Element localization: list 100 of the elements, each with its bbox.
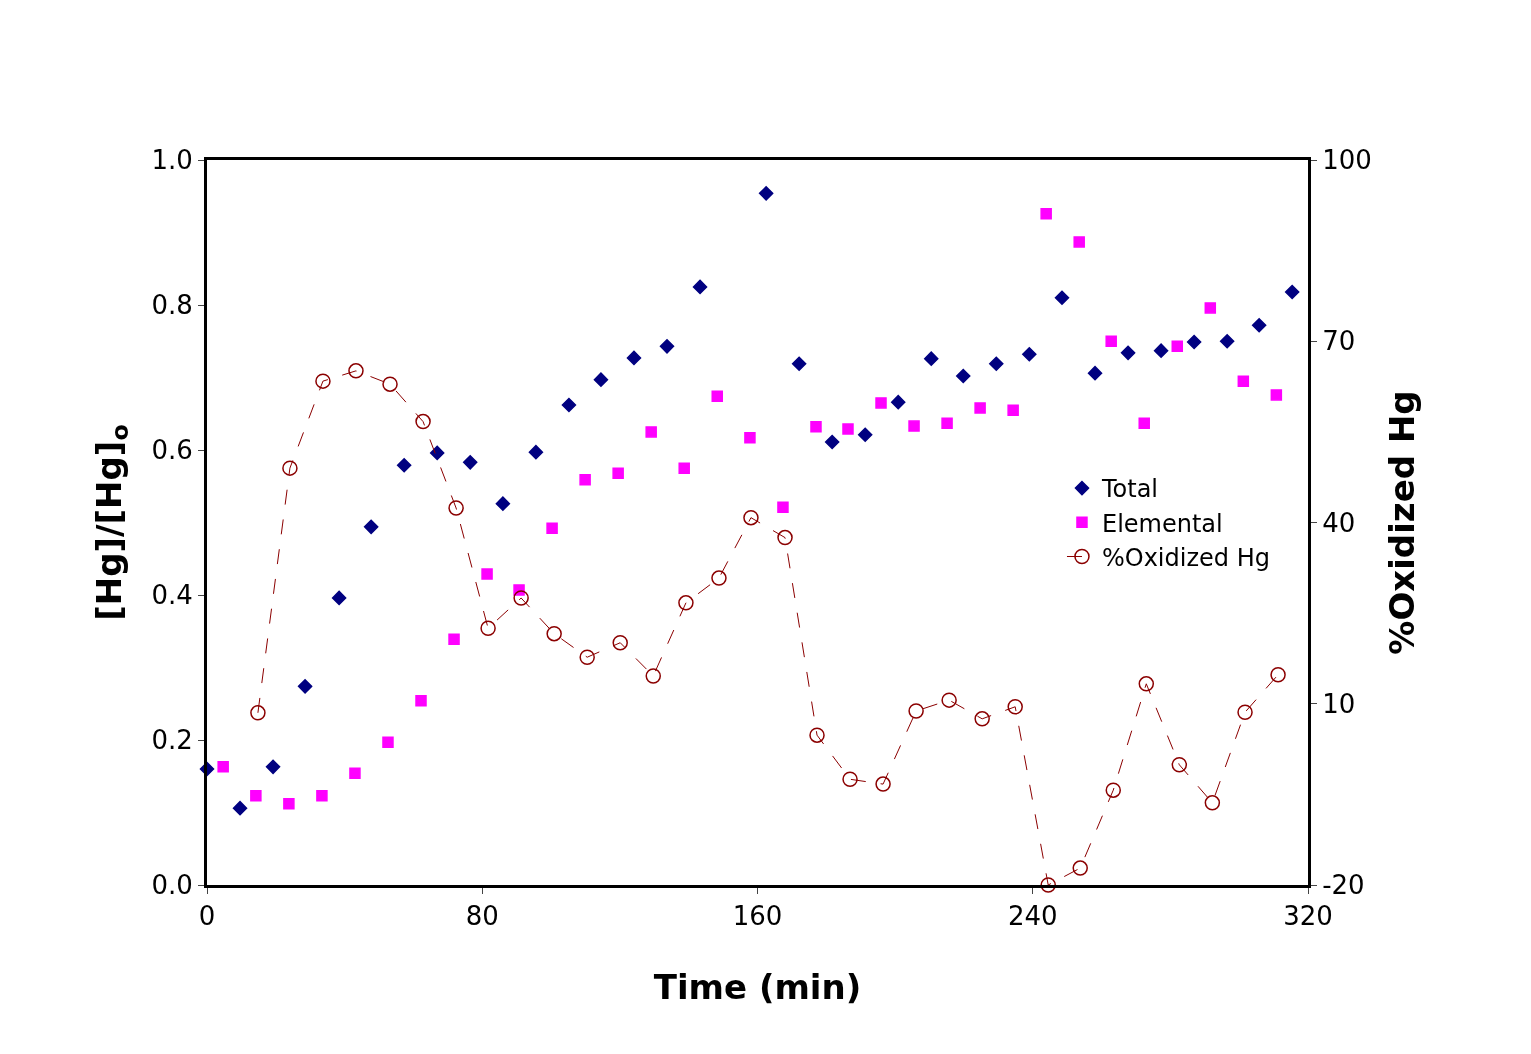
point <box>363 519 379 535</box>
point <box>297 679 313 694</box>
point <box>1022 347 1037 362</box>
point <box>1251 318 1267 333</box>
point <box>842 771 858 788</box>
point <box>1284 284 1300 300</box>
point <box>1087 365 1103 381</box>
point <box>791 356 807 371</box>
point <box>875 397 887 409</box>
point <box>1105 335 1117 347</box>
point <box>1237 704 1253 720</box>
point <box>1120 345 1136 361</box>
point <box>315 373 331 389</box>
point <box>890 394 906 410</box>
point <box>941 417 953 429</box>
point <box>1072 860 1088 876</box>
point <box>678 595 694 611</box>
point <box>415 413 431 430</box>
point <box>1153 343 1169 358</box>
point <box>513 590 529 606</box>
point <box>692 279 708 295</box>
point <box>232 800 248 816</box>
point <box>924 351 939 366</box>
point <box>1219 334 1235 349</box>
x-tick-label: 320 <box>1283 901 1333 932</box>
point <box>810 421 822 433</box>
point <box>1040 877 1056 893</box>
y-tick-label: 0.6 <box>151 435 193 466</box>
point <box>1171 340 1184 353</box>
point <box>546 522 558 535</box>
point <box>1040 207 1052 220</box>
point <box>645 668 661 684</box>
point <box>282 460 298 476</box>
point <box>481 568 493 580</box>
point <box>579 649 595 665</box>
x-tick-label: 240 <box>1007 901 1058 932</box>
point <box>217 761 229 773</box>
point <box>908 703 924 719</box>
x-tick-label: 0 <box>198 901 216 932</box>
point <box>842 423 854 435</box>
point <box>349 767 361 780</box>
point <box>711 390 723 403</box>
point <box>645 426 657 438</box>
point <box>382 376 398 392</box>
point <box>265 759 281 775</box>
point <box>1054 290 1070 305</box>
point <box>561 397 577 413</box>
point <box>415 695 427 707</box>
point <box>777 529 793 546</box>
point <box>1105 782 1122 798</box>
point <box>250 790 262 802</box>
point <box>528 444 544 460</box>
x-axis-title: Time (min) <box>653 967 862 1007</box>
point <box>1270 667 1286 683</box>
point <box>1073 236 1085 248</box>
point <box>495 496 511 511</box>
x-tick-label: 80 <box>465 901 499 932</box>
y2-tick-label: 10 <box>1322 688 1356 719</box>
point <box>429 445 445 461</box>
point <box>462 455 478 470</box>
y2-tick-label: -20 <box>1322 870 1365 901</box>
point <box>908 420 920 432</box>
y-tick-label: 0.8 <box>151 290 193 321</box>
x-tick-label: 160 <box>732 901 783 932</box>
y-tick-label: 1.0 <box>151 145 193 176</box>
point <box>1186 334 1202 350</box>
point <box>250 705 266 721</box>
point <box>579 473 591 486</box>
point <box>1138 417 1150 429</box>
point <box>626 350 642 366</box>
point <box>331 590 347 606</box>
point <box>974 711 990 727</box>
y2-tick-label: 100 <box>1322 145 1372 176</box>
point <box>743 509 759 526</box>
point <box>1007 699 1023 715</box>
point <box>1007 404 1019 416</box>
point <box>989 356 1004 371</box>
point <box>396 457 412 473</box>
y2-tick-label: 40 <box>1322 507 1356 538</box>
legend-label: %Oxidized Hg <box>1101 543 1270 572</box>
point <box>678 462 690 474</box>
point <box>612 634 628 651</box>
point <box>1138 676 1155 692</box>
point <box>382 736 394 748</box>
point <box>283 798 295 810</box>
point <box>974 402 986 414</box>
point <box>448 633 460 645</box>
point <box>316 790 328 802</box>
point <box>711 570 727 586</box>
point <box>593 372 609 387</box>
point <box>612 467 624 479</box>
point <box>480 620 496 636</box>
y2-tick-label: 70 <box>1322 326 1356 357</box>
point <box>348 363 364 379</box>
y-tick-label: 0.4 <box>151 580 193 611</box>
legend-label: Total <box>1100 475 1159 504</box>
point <box>758 186 774 201</box>
point <box>824 434 840 450</box>
legend-label: Elemental <box>1101 509 1223 538</box>
y-tick-label: 0.0 <box>151 870 193 901</box>
